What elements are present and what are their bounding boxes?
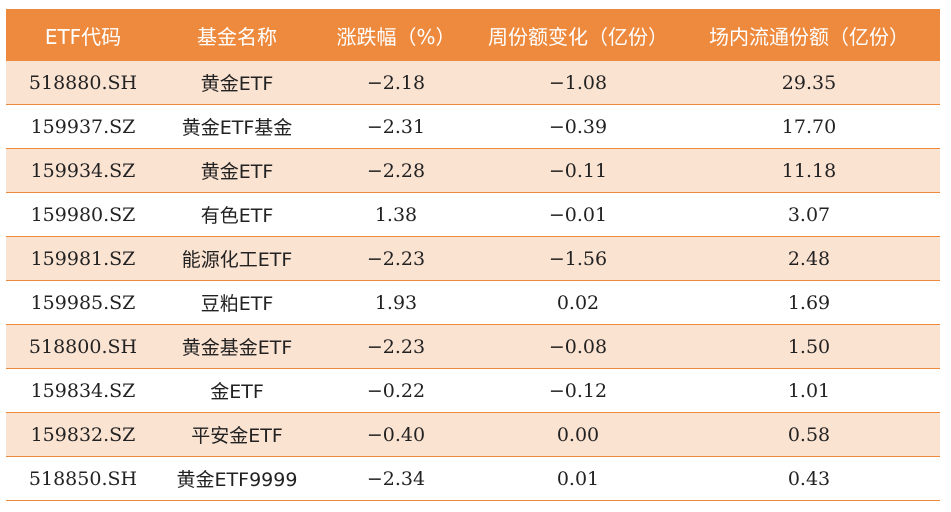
header-etf-code[interactable]: ETF代码 <box>6 9 160 61</box>
weekly-share-change-cell: 0.00 <box>478 412 678 457</box>
header-fund-name[interactable]: 基金名称 <box>160 9 314 61</box>
weekly-share-change-cell: −1.56 <box>478 236 678 281</box>
change-pct-cell: −2.31 <box>314 104 478 149</box>
etf-code-cell: 159834.SZ <box>6 368 160 413</box>
fund-name-cell: 金ETF <box>160 368 314 413</box>
weekly-share-change-cell: −0.12 <box>478 368 678 413</box>
change-pct-cell: −0.22 <box>314 368 478 413</box>
fund-name-cell: 有色ETF <box>160 192 314 237</box>
etf-code-cell: 518800.SH <box>6 324 160 369</box>
change-pct-cell: −2.28 <box>314 148 478 193</box>
change-pct-cell: 1.38 <box>314 192 478 237</box>
fund-name-cell: 黄金ETF基金 <box>160 104 314 149</box>
change-pct-cell: −0.40 <box>314 412 478 457</box>
floating-shares-cell: 1.69 <box>678 280 940 325</box>
floating-shares-cell: 29.35 <box>678 61 940 105</box>
table-row[interactable]: 159832.SZ 平安金ETF −0.40 0.00 0.58 <box>6 412 940 457</box>
floating-shares-cell: 17.70 <box>678 104 940 149</box>
table-row[interactable]: 159981.SZ 能源化工ETF −2.23 −1.56 2.48 <box>6 236 940 281</box>
weekly-share-change-cell: −0.11 <box>478 148 678 193</box>
weekly-share-change-cell: −1.08 <box>478 61 678 105</box>
change-pct-cell: −2.23 <box>314 236 478 281</box>
etf-code-cell: 159981.SZ <box>6 236 160 281</box>
table-row[interactable]: 159937.SZ 黄金ETF基金 −2.31 −0.39 17.70 <box>6 104 940 149</box>
fund-name-cell: 黄金基金ETF <box>160 324 314 369</box>
etf-code-cell: 159832.SZ <box>6 412 160 457</box>
header-change-pct[interactable]: 涨跌幅（%） <box>314 9 478 61</box>
weekly-share-change-cell: 0.02 <box>478 280 678 325</box>
fund-name-cell: 黄金ETF9999 <box>160 456 314 501</box>
etf-code-cell: 518880.SH <box>6 61 160 105</box>
etf-code-cell: 159934.SZ <box>6 148 160 193</box>
etf-table: ETF代码 基金名称 涨跌幅（%） 周份额变化（亿份） 场内流通份额（亿份） 5… <box>6 9 940 501</box>
fund-name-cell: 黄金ETF <box>160 148 314 193</box>
weekly-share-change-cell: 0.01 <box>478 456 678 501</box>
table-row[interactable]: 159985.SZ 豆粕ETF 1.93 0.02 1.69 <box>6 280 940 325</box>
table-row[interactable]: 159834.SZ 金ETF −0.22 −0.12 1.01 <box>6 368 940 413</box>
etf-code-cell: 159980.SZ <box>6 192 160 237</box>
fund-name-cell: 能源化工ETF <box>160 236 314 281</box>
floating-shares-cell: 3.07 <box>678 192 940 237</box>
etf-code-cell: 518850.SH <box>6 456 160 501</box>
fund-name-cell: 黄金ETF <box>160 61 314 105</box>
table-row[interactable]: 159934.SZ 黄金ETF −2.28 −0.11 11.18 <box>6 148 940 193</box>
table-row[interactable]: 518800.SH 黄金基金ETF −2.23 −0.08 1.50 <box>6 324 940 369</box>
table-row[interactable]: 518850.SH 黄金ETF9999 −2.34 0.01 0.43 <box>6 456 940 501</box>
etf-code-cell: 159985.SZ <box>6 280 160 325</box>
change-pct-cell: −2.23 <box>314 324 478 369</box>
change-pct-cell: 1.93 <box>314 280 478 325</box>
floating-shares-cell: 0.58 <box>678 412 940 457</box>
floating-shares-cell: 0.43 <box>678 456 940 501</box>
weekly-share-change-cell: −0.01 <box>478 192 678 237</box>
floating-shares-cell: 1.01 <box>678 368 940 413</box>
change-pct-cell: −2.34 <box>314 456 478 501</box>
change-pct-cell: −2.18 <box>314 61 478 105</box>
table-header-row: ETF代码 基金名称 涨跌幅（%） 周份额变化（亿份） 场内流通份额（亿份） <box>6 9 940 61</box>
etf-code-cell: 159937.SZ <box>6 104 160 149</box>
weekly-share-change-cell: −0.39 <box>478 104 678 149</box>
weekly-share-change-cell: −0.08 <box>478 324 678 369</box>
table-row[interactable]: 518880.SH 黄金ETF −2.18 −1.08 29.35 <box>6 61 940 105</box>
table-body: 518880.SH 黄金ETF −2.18 −1.08 29.35 159937.SZ 黄金… <box>6 61 940 501</box>
fund-name-cell: 平安金ETF <box>160 412 314 457</box>
floating-shares-cell: 1.50 <box>678 324 940 369</box>
floating-shares-cell: 11.18 <box>678 148 940 193</box>
fund-name-cell: 豆粕ETF <box>160 280 314 325</box>
header-floating-shares[interactable]: 场内流通份额（亿份） <box>678 9 940 61</box>
header-weekly-share-change[interactable]: 周份额变化（亿份） <box>478 9 678 61</box>
floating-shares-cell: 2.48 <box>678 236 940 281</box>
table-row[interactable]: 159980.SZ 有色ETF 1.38 −0.01 3.07 <box>6 192 940 237</box>
